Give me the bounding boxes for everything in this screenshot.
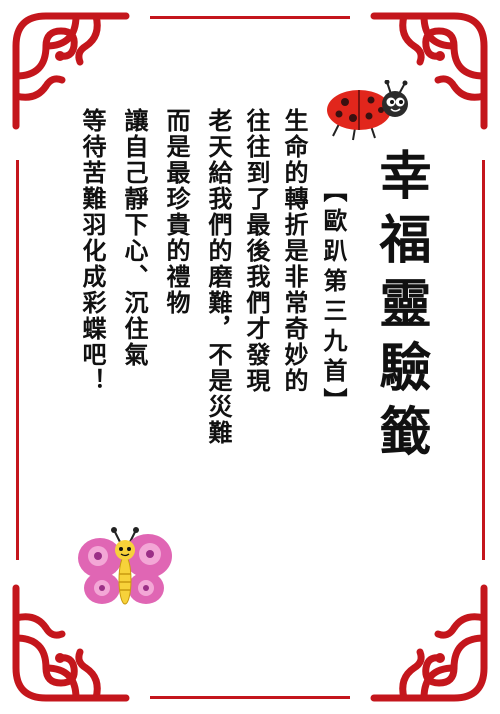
poem-line: 往往到了最後我們才發現 [242,108,270,394]
poem-line: 讓自己靜下心、沉住氣 [120,108,148,368]
poem-line: 生命的轉折是非常奇妙的 [280,108,308,394]
ladybug-icon [325,79,413,142]
corner-flourish-icon [364,6,494,136]
corner-flourish-icon [6,578,136,708]
frame-left-rule [16,160,19,560]
fortune-title: 幸福靈驗籤 [370,148,430,468]
poem-line: 而是最珍貴的禮物 [162,108,190,316]
butterfly-icon [74,526,174,612]
frame-right-rule [482,160,485,560]
frame-bottom-rule [150,696,350,699]
poem-line: 老天給我們的磨難，不是災難 [204,108,232,446]
corner-flourish-icon [6,6,136,136]
corner-flourish-icon [364,578,494,708]
frame-top-rule [150,16,350,19]
fortune-subtitle: 【歐趴第三九首】 [319,178,347,418]
poem-line: 等待苦難羽化成彩蝶吧！ [78,108,106,394]
